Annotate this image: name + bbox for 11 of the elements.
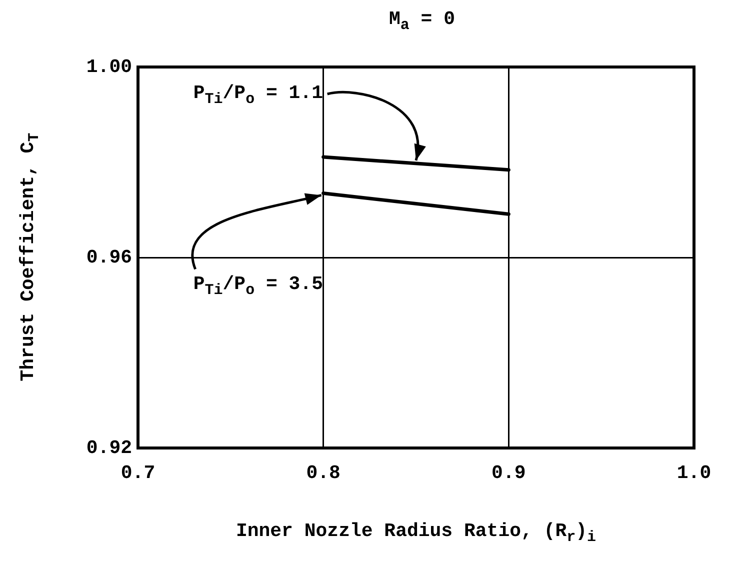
y-tick-label: 1.00 [86, 56, 132, 78]
x-tick-label: 0.7 [120, 462, 156, 484]
y-tick-label: 0.92 [86, 436, 132, 459]
text: P$_{Ti}$/P$_{o}$ = 1.1 [193, 82, 323, 108]
x-axis-title: Inner Nozzle Radius Ratio, (R$_{r}$)$_{i}$ [234, 520, 598, 546]
y-tick-label: 0.96 [86, 246, 132, 268]
text: P$_{Ti}$/P$_{o}$ = 3.5 [193, 273, 323, 299]
x-tick-label: 0.9 [492, 462, 526, 484]
x-tick-label: 0.8 [306, 462, 340, 484]
chart-title: M$_{a}$ = 0 [388, 8, 456, 34]
x-tick-label: 1.0 [676, 462, 712, 484]
